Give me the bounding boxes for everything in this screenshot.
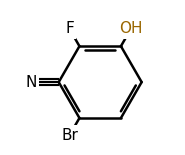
Text: N: N [25,75,37,90]
Text: F: F [65,21,74,36]
Text: OH: OH [119,21,143,36]
Text: Br: Br [61,128,78,143]
